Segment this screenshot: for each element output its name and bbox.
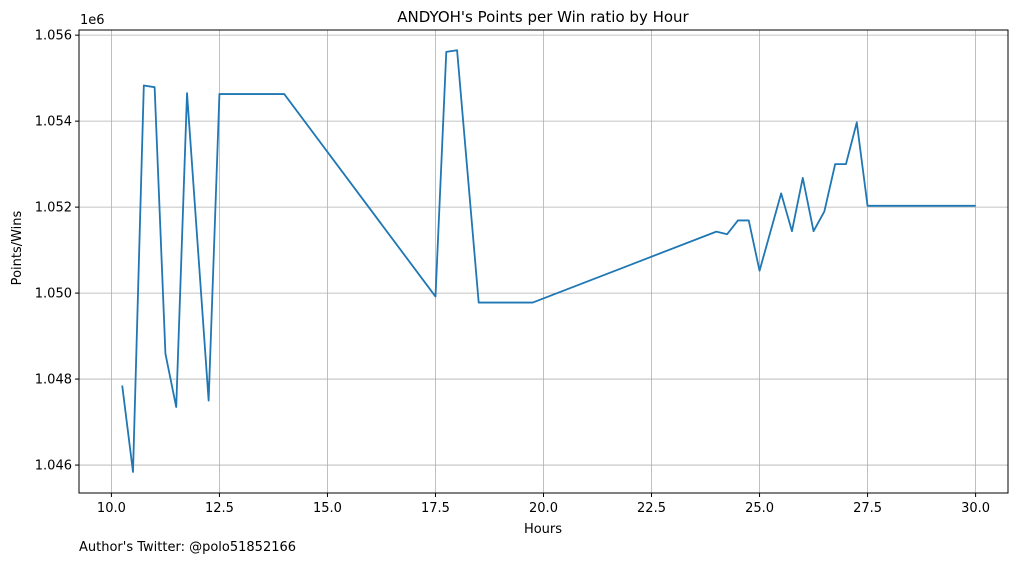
grid: [79, 30, 1008, 493]
y-offset-label: 1e6: [80, 13, 105, 28]
x-axis-label: Hours: [524, 522, 562, 537]
plot-area: [121, 49, 976, 473]
x-tick-label: 15.0: [313, 501, 342, 516]
chart-title: ANDYOH's Points per Win ratio by Hour: [397, 8, 689, 26]
y-tick-label: 1.046: [35, 459, 72, 474]
x-tick-label: 10.0: [97, 501, 126, 516]
x-tick-label: 12.5: [205, 501, 234, 516]
x-tick-label: 30.0: [961, 501, 990, 516]
ticks: 10.0 12.5 15.0 17.5 20.0 22.5 25.0 27.5 30.0 1.04…: [35, 29, 990, 516]
x-tick-label: 25.0: [745, 501, 774, 516]
y-tick-label: 1.052: [35, 201, 72, 216]
x-tick-label: 27.5: [853, 501, 882, 516]
y-tick-label: 1.056: [35, 29, 72, 44]
y-tick-label: 1.048: [35, 373, 72, 388]
x-tick-label: 20.0: [529, 501, 558, 516]
y-axis-label: Points/Wins: [10, 210, 25, 285]
y-tick-label: 1.054: [35, 115, 72, 130]
y-tick-label: 1.050: [35, 287, 72, 302]
author-twitter-note: Author's Twitter: @polo51852166: [79, 540, 296, 555]
series-line: [121, 49, 976, 473]
x-tick-label: 22.5: [637, 501, 666, 516]
x-tick-label: 17.5: [421, 501, 450, 516]
